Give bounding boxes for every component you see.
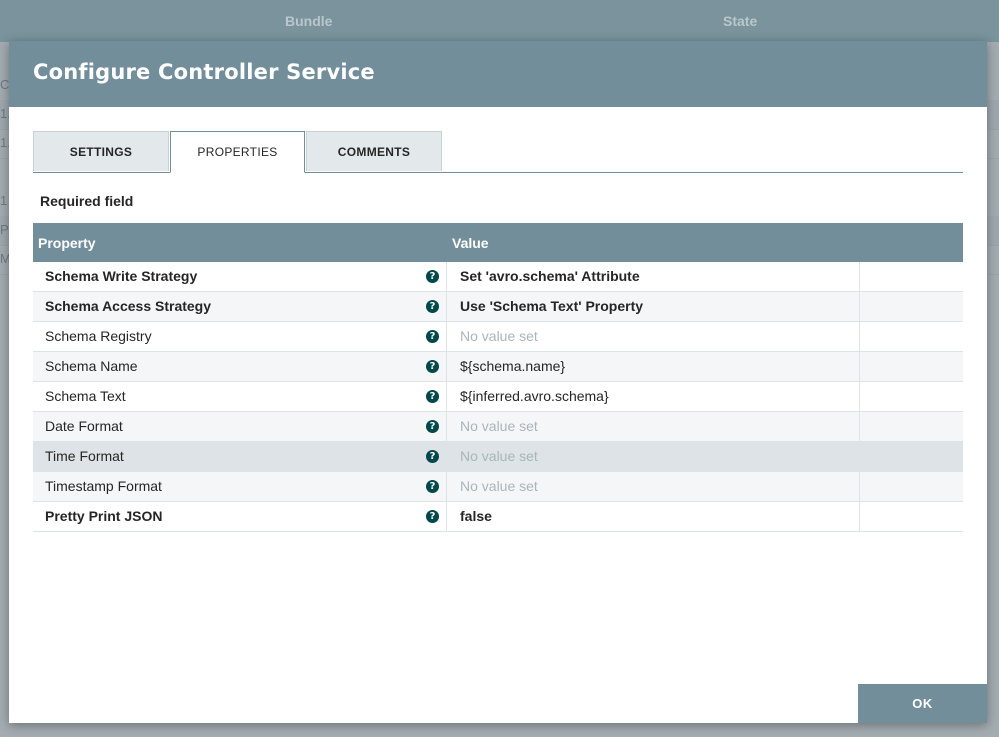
table-header: Property Value	[33, 223, 963, 262]
property-value[interactable]: No value set	[460, 418, 538, 434]
column-divider	[446, 292, 447, 321]
properties-table: Property Value Schema Write Strategy ? S…	[33, 223, 963, 532]
column-header-value[interactable]: Value	[452, 235, 489, 251]
background-table-header: Bundle State	[0, 0, 999, 42]
table-row[interactable]: Date Format ? No value set	[33, 412, 963, 442]
column-divider	[859, 262, 860, 291]
property-name: Schema Registry	[45, 328, 152, 344]
property-value[interactable]: ${schema.name}	[460, 358, 566, 374]
tab-settings[interactable]: SETTINGS	[33, 131, 169, 171]
question-circle-icon[interactable]: ?	[426, 360, 439, 373]
question-circle-icon[interactable]: ?	[426, 270, 439, 283]
tab-bar: SETTINGS PROPERTIES COMMENTS	[33, 131, 963, 173]
property-name: Schema Access Strategy	[45, 298, 212, 314]
background-row-fragment: 1.	[0, 106, 11, 121]
column-header-property[interactable]: Property	[38, 235, 96, 251]
required-field-label: Required field	[40, 193, 134, 209]
question-circle-icon[interactable]: ?	[426, 480, 439, 493]
tab-properties[interactable]: PROPERTIES	[170, 131, 305, 173]
dialog-header: Configure Controller Service	[9, 41, 987, 107]
property-name: Pretty Print JSON	[45, 508, 163, 524]
question-circle-icon[interactable]: ?	[426, 420, 439, 433]
column-divider	[446, 472, 447, 501]
question-circle-icon[interactable]: ?	[426, 300, 439, 313]
column-divider	[859, 292, 860, 321]
column-divider	[859, 352, 860, 381]
property-value[interactable]: Use 'Schema Text' Property	[460, 298, 644, 314]
background-row-fragment: 1	[0, 193, 8, 208]
question-circle-icon[interactable]: ?	[426, 330, 439, 343]
property-value[interactable]: No value set	[460, 478, 538, 494]
table-row[interactable]: Pretty Print JSON ? false	[33, 502, 963, 532]
table-row[interactable]: Schema Access Strategy ? Use 'Schema Tex…	[33, 292, 963, 322]
table-row[interactable]: Schema Text ? ${inferred.avro.schema}	[33, 382, 963, 412]
table-row[interactable]: Schema Write Strategy ? Set 'avro.schema…	[33, 262, 963, 292]
table-row[interactable]: Schema Registry ? No value set	[33, 322, 963, 352]
ok-button[interactable]: OK	[858, 684, 987, 723]
table-row[interactable]: Timestamp Format ? No value set	[33, 472, 963, 502]
tab-comments[interactable]: COMMENTS	[306, 131, 442, 171]
property-name: Time Format	[45, 448, 124, 464]
background-row-fragment: M	[0, 251, 11, 266]
table-row[interactable]: Time Format ? No value set	[33, 442, 963, 472]
column-divider	[859, 322, 860, 351]
question-circle-icon[interactable]: ?	[426, 390, 439, 403]
background-row-fragment: P	[0, 222, 9, 237]
column-divider	[446, 412, 447, 441]
background-column-bundle: Bundle	[285, 13, 333, 29]
column-divider	[859, 412, 860, 441]
column-divider	[446, 442, 447, 471]
property-value[interactable]: ${inferred.avro.schema}	[460, 388, 609, 404]
property-name: Schema Name	[45, 358, 138, 374]
question-circle-icon[interactable]: ?	[426, 450, 439, 463]
property-name: Schema Write Strategy	[45, 268, 198, 284]
column-divider	[859, 472, 860, 501]
property-value[interactable]: false	[460, 508, 492, 524]
property-value[interactable]: Set 'avro.schema' Attribute	[460, 268, 640, 284]
column-divider	[446, 352, 447, 381]
column-divider	[859, 442, 860, 471]
configure-controller-service-dialog: Configure Controller Service SETTINGS PR…	[9, 41, 987, 723]
column-divider	[859, 502, 860, 531]
property-name: Date Format	[45, 418, 123, 434]
property-value[interactable]: No value set	[460, 328, 538, 344]
table-row[interactable]: Schema Name ? ${schema.name}	[33, 352, 963, 382]
column-divider	[859, 382, 860, 411]
background-row-fragment: 1.	[0, 135, 11, 150]
column-divider	[446, 502, 447, 531]
column-divider	[446, 382, 447, 411]
question-circle-icon[interactable]: ?	[426, 510, 439, 523]
property-value[interactable]: No value set	[460, 448, 538, 464]
dialog-title: Configure Controller Service	[33, 60, 375, 84]
column-divider	[446, 262, 447, 291]
property-name: Timestamp Format	[45, 478, 162, 494]
property-name: Schema Text	[45, 388, 126, 404]
background-column-state: State	[723, 13, 758, 29]
column-divider	[446, 322, 447, 351]
